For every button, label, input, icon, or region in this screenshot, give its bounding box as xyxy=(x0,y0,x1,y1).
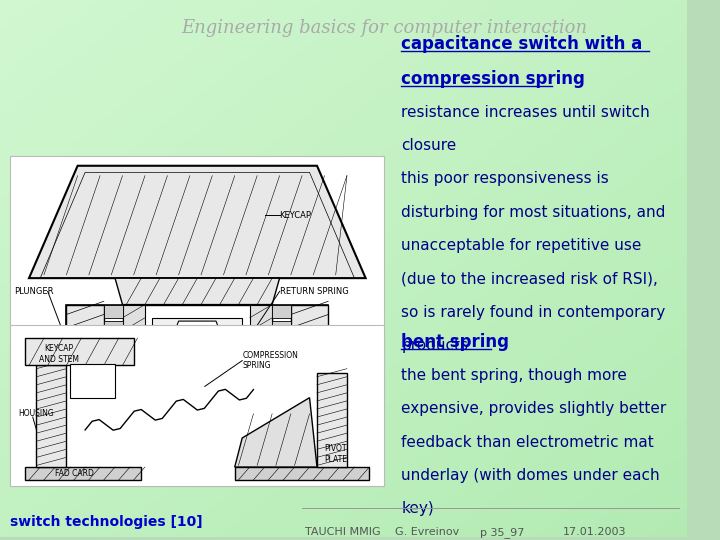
Polygon shape xyxy=(153,318,242,361)
Text: RETURN SPRING: RETURN SPRING xyxy=(279,287,348,296)
Text: (due to the increased risk of RSI),: (due to the increased risk of RSI), xyxy=(402,272,658,286)
Text: the bent spring, though more: the bent spring, though more xyxy=(402,368,627,383)
Polygon shape xyxy=(115,278,279,305)
Text: underlay (with domes under each: underlay (with domes under each xyxy=(402,468,660,483)
Polygon shape xyxy=(291,305,328,453)
Polygon shape xyxy=(37,366,66,467)
Polygon shape xyxy=(122,305,272,361)
Text: compression spring: compression spring xyxy=(402,70,585,88)
Polygon shape xyxy=(317,374,347,467)
Text: COMPRESSION
SPRING: COMPRESSION SPRING xyxy=(242,351,298,370)
Polygon shape xyxy=(122,305,145,361)
Text: G. Evreinov: G. Evreinov xyxy=(395,526,459,537)
Text: expensive, provides slightly better: expensive, provides slightly better xyxy=(402,401,667,416)
Text: FOIL: FOIL xyxy=(14,350,32,359)
Polygon shape xyxy=(29,166,366,278)
Text: unacceptable for repetitive use: unacceptable for repetitive use xyxy=(402,238,642,253)
Polygon shape xyxy=(22,453,373,483)
Polygon shape xyxy=(272,305,291,318)
FancyBboxPatch shape xyxy=(10,325,384,487)
Polygon shape xyxy=(25,467,141,480)
Text: products: products xyxy=(402,338,469,353)
Polygon shape xyxy=(104,321,122,334)
Polygon shape xyxy=(25,338,134,366)
Text: KEYCAP: KEYCAP xyxy=(279,211,312,220)
Text: 17.01.2003: 17.01.2003 xyxy=(563,526,626,537)
Text: this poor responsiveness is: this poor responsiveness is xyxy=(402,171,609,186)
Text: capacitance switch with a: capacitance switch with a xyxy=(402,35,643,53)
Text: bent spring: bent spring xyxy=(402,333,510,351)
Text: resistance increases until switch: resistance increases until switch xyxy=(402,105,650,120)
Text: so is rarely found in contemporary: so is rarely found in contemporary xyxy=(402,305,666,320)
Text: FAD CARD: FAD CARD xyxy=(55,469,94,478)
Text: feedback than electrometric mat: feedback than electrometric mat xyxy=(402,435,654,450)
Polygon shape xyxy=(104,305,122,318)
Polygon shape xyxy=(167,321,228,351)
Text: PRINTED CIRCUIT
BOARD: PRINTED CIRCUIT BOARD xyxy=(14,414,80,433)
Text: disturbing for most situations, and: disturbing for most situations, and xyxy=(402,205,666,220)
Polygon shape xyxy=(66,305,104,453)
Polygon shape xyxy=(107,361,287,453)
Polygon shape xyxy=(250,305,272,361)
FancyBboxPatch shape xyxy=(10,156,384,487)
Polygon shape xyxy=(66,305,328,453)
Text: ETCHED CAPACITIVE
PLATES: ETCHED CAPACITIVE PLATES xyxy=(265,414,342,433)
Polygon shape xyxy=(70,364,115,397)
Text: HOUSING: HOUSING xyxy=(18,409,53,418)
Text: Engineering basics for computer interaction: Engineering basics for computer interact… xyxy=(181,19,588,37)
Text: KEYCAP
AND STEM: KEYCAP AND STEM xyxy=(39,345,79,364)
Text: TAUCHI MMIG: TAUCHI MMIG xyxy=(305,526,381,537)
Text: p 35_97: p 35_97 xyxy=(480,526,525,537)
Text: PIVOT
PLATE: PIVOT PLATE xyxy=(325,444,348,464)
Text: switch technologies [10]: switch technologies [10] xyxy=(10,515,203,529)
Text: PLUNGER: PLUNGER xyxy=(14,287,53,296)
Text: key): key) xyxy=(402,502,434,516)
Polygon shape xyxy=(235,467,369,480)
Text: closure: closure xyxy=(402,138,456,153)
Polygon shape xyxy=(235,397,317,467)
Polygon shape xyxy=(272,321,291,334)
Text: FOAM PAD: FOAM PAD xyxy=(279,340,323,349)
